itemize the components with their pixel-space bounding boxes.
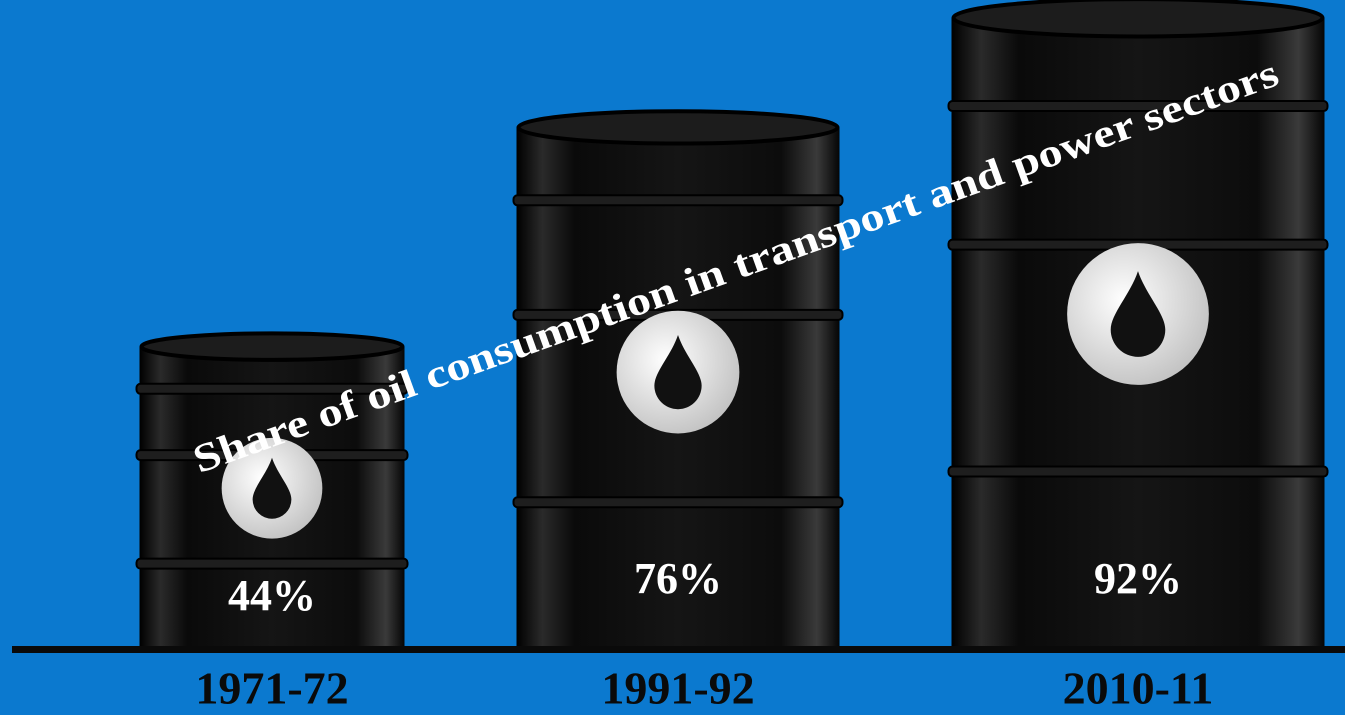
barrel-rib [947, 100, 1329, 113]
x-tick-label: 1991-92 [601, 663, 754, 714]
oil-drop [252, 457, 292, 519]
baseline [12, 646, 1345, 653]
oil-drop [1110, 271, 1166, 357]
barrels: 44% 76% 92% [135, 0, 1329, 649]
value-label: 76% [634, 554, 722, 603]
x-tick-label: 2010-11 [1063, 663, 1214, 714]
barrel: 44% [135, 331, 409, 648]
value-label: 44% [228, 571, 316, 620]
barrel-rib [512, 496, 844, 509]
barrel-top [139, 331, 405, 362]
barrel-rib [135, 382, 409, 395]
barrel-rib [135, 557, 409, 570]
barrel-rib [512, 194, 844, 207]
barrel: 92% [947, 0, 1329, 649]
value-label: 92% [1094, 554, 1182, 603]
barrel: 76% [512, 109, 844, 648]
barrel-top [516, 109, 840, 146]
barrel-rib [947, 465, 1329, 478]
oil-drop [654, 334, 702, 410]
x-tick-label: 1971-72 [195, 663, 348, 714]
barrel-top [951, 0, 1325, 39]
